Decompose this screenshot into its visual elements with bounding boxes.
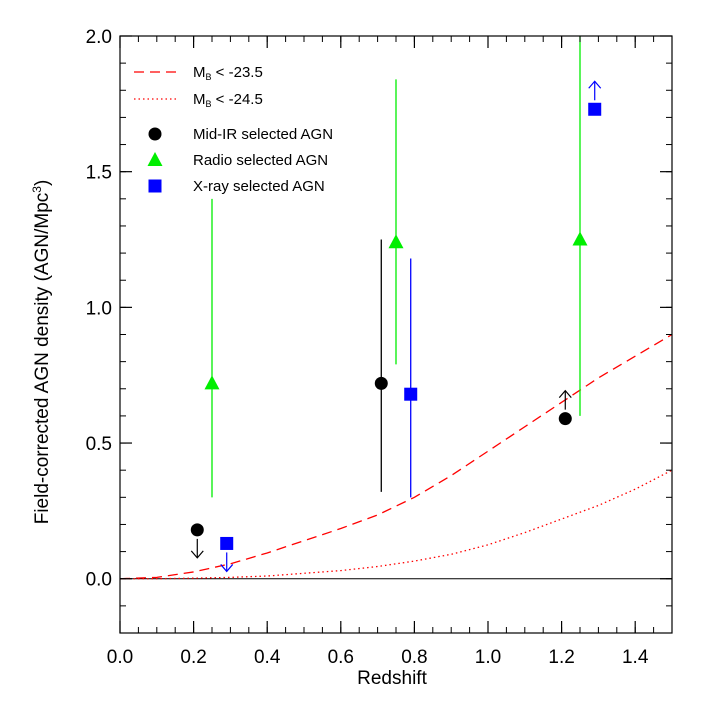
legend-label: Mid-IR selected AGN: [193, 126, 333, 143]
series-group: [190, 239, 572, 559]
x-tick-label: 1.0: [475, 647, 501, 668]
x-tick-label: 1.2: [548, 647, 574, 668]
x-tick-label: 0.4: [254, 647, 281, 668]
axis-ticks: 0.0 0.2 0.4 0.6 0.8 1.0 1.2 1.4 0.0 0.5 1.0 1.5 2.0: [86, 27, 673, 668]
data-point-triangle: [204, 375, 220, 390]
y-axis-title: Field-corrected AGN density (AGN/Mpc3): [30, 180, 53, 525]
limit-arrow-head: [220, 564, 234, 573]
data-point-square: [220, 536, 234, 550]
legend-label: X-ray selected AGN: [193, 178, 325, 195]
model-curve: [120, 469, 673, 580]
limit-arrow-head: [190, 550, 204, 559]
data-point-circle: [558, 412, 572, 426]
model-curve: [119, 333, 673, 580]
x-tick-label: 0.0: [107, 647, 133, 668]
y-tick-label: 0.5: [86, 434, 112, 455]
x-tick-label: 0.2: [180, 647, 206, 668]
data-point-circle: [374, 376, 388, 390]
data-point-square: [588, 102, 602, 116]
legend-label: MB < -23.5: [193, 64, 263, 82]
y-tick-label: 1.5: [86, 163, 112, 184]
series-group: [220, 80, 602, 573]
legend: MB < -23.5 MB < -24.5 Mid-IR selected AGN R…: [134, 64, 333, 195]
legend-label: Radio selected AGN: [193, 152, 328, 169]
x-tick-label: 1.4: [622, 647, 649, 668]
data-point-triangle: [388, 234, 404, 249]
data-point-triangle: [147, 152, 163, 166]
data-point-square: [404, 387, 418, 401]
y-tick-label: 0.0: [86, 570, 112, 591]
legend-label: MB < -24.5: [193, 91, 263, 109]
limit-arrow-head: [588, 80, 602, 89]
series-group: [204, 36, 588, 498]
y-tick-label: 1.0: [86, 298, 112, 319]
data-point-circle: [148, 127, 162, 141]
x-tick-label: 0.8: [401, 647, 427, 668]
y-tick-label: 2.0: [86, 27, 112, 48]
x-tick-label: 0.6: [328, 647, 354, 668]
x-axis-title: Redshift: [357, 668, 427, 689]
plot-area: [119, 36, 673, 580]
limit-arrow-head: [558, 389, 572, 399]
data-point-square: [148, 179, 162, 193]
data-point-triangle: [572, 231, 588, 246]
data-point-circle: [190, 523, 204, 537]
